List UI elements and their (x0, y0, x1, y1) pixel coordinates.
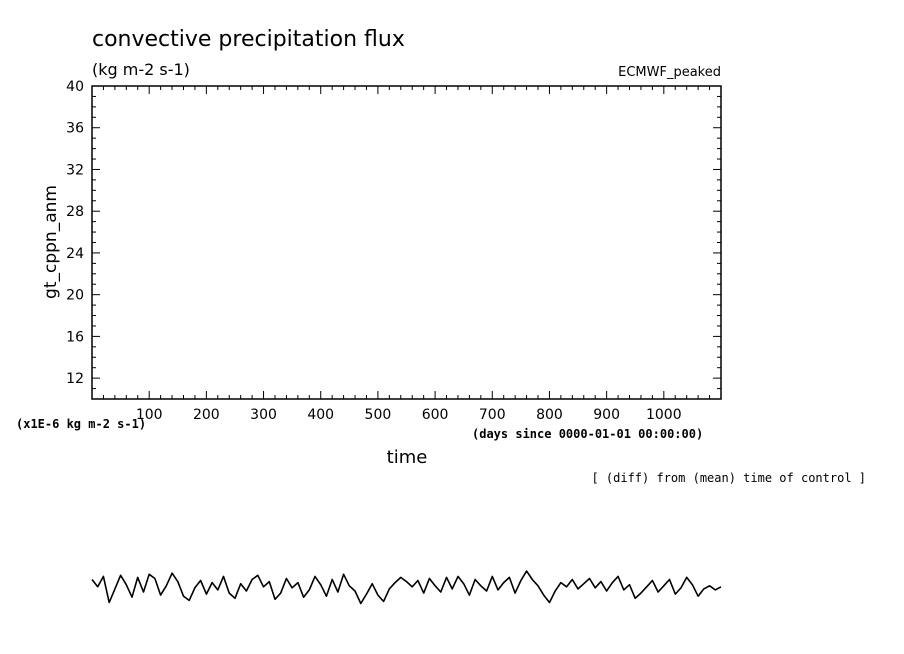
x-tick-label: 500 (365, 407, 392, 423)
x-tick-label: 900 (593, 407, 620, 423)
x-tick-label: 700 (479, 407, 506, 423)
y-tick-label: 16 (66, 329, 84, 345)
x-tick-label: 800 (536, 407, 563, 423)
x-axis-units: (days since 0000-01-01 00:00:00) (472, 427, 703, 441)
comparison-note: [ (diff) from (mean) time of control ] (591, 471, 866, 485)
y-axis-units: (x1E-6 kg m-2 s-1) (16, 417, 146, 431)
chart-tag: ECMWF_peaked (618, 65, 721, 80)
y-tick-label: 36 (66, 121, 84, 137)
y-tick-label: 20 (66, 288, 84, 304)
x-tick-label: 600 (422, 407, 449, 423)
y-tick-label: 12 (66, 371, 84, 387)
x-tick-label: 200 (193, 407, 220, 423)
x-tick-label: 1000 (646, 407, 682, 423)
x-tick-label: 400 (307, 407, 334, 423)
plot-area-frame (91, 85, 722, 400)
x-axis-label: time (387, 447, 428, 468)
y-tick-label: 32 (66, 162, 84, 178)
y-axis-ticks (92, 95, 721, 390)
y-tick-label: 28 (66, 204, 84, 220)
x-tick-label: 300 (250, 407, 277, 423)
x-axis-tick-labels: 100 200 300 400 500 600 700 800 900 1000 (136, 407, 682, 423)
chart-title: convective precipitation flux (92, 27, 405, 52)
y-axis-tick-labels: 12 16 20 24 28 32 36 40 (66, 79, 84, 387)
series-line (91, 570, 722, 605)
y-axis-label: gt_cppn_anm (41, 185, 61, 299)
y-tick-label: 40 (66, 79, 84, 95)
y-tick-label: 24 (66, 246, 84, 262)
chart-subtitle: (kg m-2 s-1) (92, 60, 190, 79)
x-axis-ticks (102, 86, 711, 399)
x-tick-label: 100 (136, 407, 163, 423)
